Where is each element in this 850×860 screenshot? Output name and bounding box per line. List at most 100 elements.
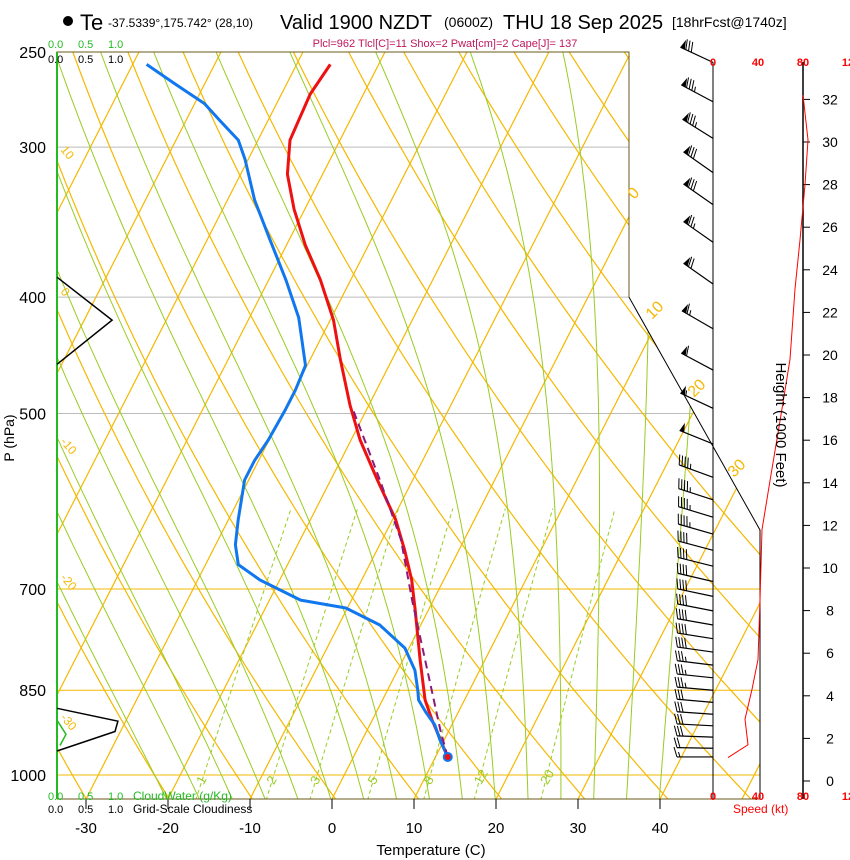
wind-barb-mark: [691, 80, 695, 91]
isotherm: [57, 52, 386, 799]
speed-tick-label-bottom: 80: [797, 791, 809, 803]
wind-barb-mark: [690, 216, 695, 227]
wind-barb-mark: [683, 262, 714, 285]
wind-barb-mark: [681, 77, 688, 88]
wind-barb-mark: [690, 41, 694, 53]
dry-adiabat: [458, 52, 760, 799]
cloudwater-scale-top: 0.5: [78, 39, 93, 51]
wind-barb-mark: [675, 622, 678, 634]
height-tick-label: 8: [826, 603, 834, 619]
isotherm: [413, 52, 760, 799]
height-tick-label: 4: [826, 688, 834, 704]
height-tick-label: 22: [822, 304, 838, 320]
wind-barb-mark: [679, 429, 714, 445]
wind-barb-mark: [674, 688, 678, 700]
y-axis-label: P (hPa): [1, 414, 17, 461]
wind-barb-mark: [684, 595, 687, 606]
wind-barb-mark: [694, 122, 698, 128]
cloudwater-scale-bottom: 0.0: [48, 791, 63, 803]
wind-barb: [674, 701, 714, 715]
wind-barb: [680, 345, 714, 371]
wind-barb: [678, 496, 714, 518]
wind-barb: [677, 513, 714, 535]
x-tick-label: -20: [157, 820, 179, 837]
profiles: [145, 63, 453, 762]
wind-barb-mark: [684, 656, 687, 662]
cloudwater-scale-bottom: 1.0: [108, 791, 123, 803]
wind-barb-mark: [682, 594, 685, 606]
wind-barb-mark: [680, 385, 686, 396]
height-tick-label: 12: [822, 517, 838, 533]
cloudwater-label: CloudWater (g/Kg): [133, 789, 232, 803]
x-tick-label: 20: [488, 820, 505, 837]
height-tick-label: 2: [826, 730, 834, 746]
utc-time: (0600Z): [444, 14, 493, 30]
cloud-panel: [56, 276, 119, 752]
height-tick-label: 18: [822, 390, 838, 406]
cloudiness-scale-bottom: 1.0: [108, 804, 123, 816]
wind-barb-mark: [678, 623, 681, 634]
wind-barb-mark: [680, 664, 684, 675]
wind-barb-mark: [678, 464, 714, 478]
wind-barb-mark: [690, 179, 695, 190]
height-tick-label: 32: [822, 91, 838, 107]
mixing-ratio-line: [367, 508, 454, 799]
wind-barb-mark: [673, 746, 678, 758]
mixing-ratio-line: [265, 508, 358, 799]
speed-tick-label-top: 12: [842, 57, 850, 69]
pressure-tick-label: 700: [19, 582, 46, 599]
wind-barb-mark: [680, 46, 714, 63]
wind-barb: [681, 303, 714, 330]
isotherm: [57, 52, 140, 799]
wind-barb-mark: [686, 303, 690, 314]
x-tick-label: 10: [406, 820, 423, 837]
moist-adiabat: [100, 52, 398, 799]
isotherm-label: 0: [625, 184, 643, 202]
wind-barb: [674, 676, 714, 691]
dry-adiabat: [57, 52, 337, 799]
dry-adiabat: [568, 52, 760, 799]
wind-barb-mark: [681, 346, 688, 356]
wind-barb-mark: [680, 39, 686, 50]
wind-barb-mark: [684, 609, 687, 621]
wind-barb-mark: [674, 676, 678, 688]
wind-barb-mark: [677, 664, 681, 675]
dry-adiabat-label: 10: [58, 143, 78, 162]
wind-barb: [683, 214, 714, 243]
wind-barb-mark: [683, 215, 691, 225]
cloudiness-scale-bottom: 0.5: [78, 804, 93, 816]
x-axis-label: Temperature (C): [376, 842, 485, 859]
speed-tick-label-top: 0: [710, 57, 716, 69]
wind-barb: [678, 454, 714, 478]
date: THU 18 Sep 2025: [503, 12, 663, 34]
pressure-tick-label: 500: [19, 407, 46, 424]
wind-barb-mark: [676, 593, 679, 605]
pressure-tick-label: 300: [19, 140, 46, 157]
wind-barb: [680, 39, 714, 63]
surface-point: [442, 751, 453, 762]
wind-barb-mark: [677, 677, 681, 688]
isotherm: [659, 52, 760, 799]
dry-adiabat: [623, 52, 760, 799]
moist-adiabat: [57, 52, 267, 799]
wind-barb: [677, 546, 714, 567]
cloudiness-scale-top: 0.0: [48, 54, 63, 66]
wind-barb: [680, 385, 714, 409]
wind-speed-line: [727, 95, 809, 759]
wind-barb-mark: [682, 579, 685, 591]
plot-frame: [56, 51, 761, 809]
wind-barb-mark: [676, 747, 714, 749]
wind-barb-mark: [693, 86, 696, 92]
mixing-ratio-line: [473, 508, 554, 799]
dry-adiabat: [292, 52, 760, 799]
pressure-tick-label: 1000: [10, 768, 46, 785]
wind-panel: [673, 39, 810, 799]
dry-adiabat: [679, 52, 760, 799]
pressure-tick-label: 850: [19, 683, 46, 700]
wind-barb: [675, 608, 714, 626]
wind-barb-mark: [684, 669, 687, 676]
wind-barb: [675, 650, 714, 666]
wind-barb-mark: [675, 608, 679, 619]
wind-barb: [683, 177, 714, 206]
